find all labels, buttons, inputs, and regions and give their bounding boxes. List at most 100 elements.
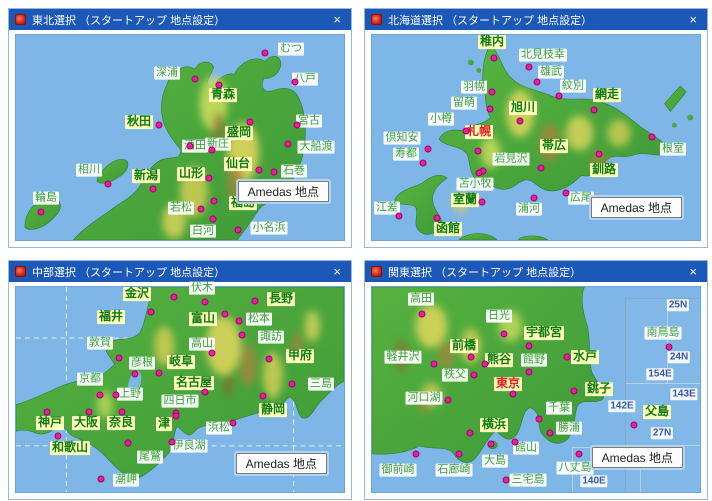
city-label[interactable]: 水戸 — [570, 349, 600, 364]
station-dot[interactable] — [478, 198, 486, 206]
city-label[interactable]: 深浦 — [154, 66, 180, 80]
city-label[interactable]: 白河 — [190, 224, 216, 238]
coordinate-label[interactable]: 27N — [650, 427, 674, 439]
city-label[interactable]: 北見枝幸 — [519, 48, 567, 62]
city-label[interactable]: 新潟 — [131, 168, 161, 183]
station-dot[interactable] — [288, 380, 296, 388]
city-label[interactable]: 留萌 — [451, 96, 477, 110]
station-dot[interactable] — [255, 166, 263, 174]
station-dot[interactable] — [112, 391, 120, 399]
city-label[interactable]: 高山 — [189, 337, 215, 351]
city-label[interactable]: 小名浜 — [250, 221, 288, 235]
city-label[interactable]: 上野 — [117, 387, 143, 401]
coordinate-label[interactable]: 140E — [580, 475, 608, 487]
coordinate-label[interactable]: 154E — [646, 368, 674, 380]
station-dot[interactable] — [481, 360, 489, 368]
station-dot[interactable] — [265, 355, 273, 363]
station-dot[interactable] — [412, 450, 420, 458]
station-dot[interactable] — [395, 212, 403, 220]
station-dot[interactable] — [535, 415, 543, 423]
station-dot[interactable] — [124, 439, 132, 447]
city-label[interactable]: むつ — [278, 42, 304, 56]
city-label[interactable]: 青森 — [208, 87, 238, 102]
city-label[interactable]: 倶知安 — [383, 131, 421, 145]
city-label[interactable]: 函館 — [433, 221, 463, 236]
city-label[interactable]: 前橋 — [449, 338, 479, 353]
city-label[interactable]: 雄武 — [538, 65, 564, 79]
city-label[interactable]: 小樽 — [428, 112, 454, 126]
titlebar[interactable]: 中部選択 （スタートアップ 地点設定） × — [9, 261, 351, 282]
city-label[interactable]: 東京 — [493, 376, 523, 391]
city-label[interactable]: 山形 — [176, 166, 206, 181]
close-icon[interactable]: × — [689, 12, 697, 27]
city-label[interactable]: 奈良 — [106, 415, 136, 430]
station-dot[interactable] — [221, 310, 229, 318]
city-label[interactable]: 名古屋 — [173, 375, 215, 390]
station-dot[interactable] — [115, 354, 123, 362]
station-dot[interactable] — [54, 432, 62, 440]
city-label[interactable]: 熊谷 — [484, 352, 514, 367]
amedas-button[interactable]: Amedas 地点 — [235, 453, 327, 474]
city-label[interactable]: 輪島 — [33, 191, 59, 205]
city-label[interactable]: 石巻 — [281, 164, 307, 178]
station-dot[interactable] — [261, 49, 269, 57]
station-dot[interactable] — [205, 174, 213, 182]
city-label[interactable]: 銚子 — [584, 381, 614, 396]
city-label[interactable]: 根室 — [660, 142, 686, 156]
city-label[interactable]: 潮岬 — [113, 473, 139, 487]
close-icon[interactable]: × — [333, 12, 341, 27]
station-dot[interactable] — [170, 293, 178, 301]
city-label[interactable]: 苫小牧 — [456, 177, 494, 191]
station-dot[interactable] — [502, 476, 510, 484]
station-dot[interactable] — [270, 168, 278, 176]
station-dot[interactable] — [562, 189, 570, 197]
station-dot[interactable] — [201, 388, 209, 396]
city-label[interactable]: 神戸 — [35, 415, 65, 430]
station-dot[interactable] — [201, 298, 209, 306]
station-dot[interactable] — [444, 396, 452, 404]
station-dot[interactable] — [665, 343, 673, 351]
titlebar[interactable]: 東北選択 （スタートアップ 地点設定） × — [9, 9, 351, 30]
station-dot[interactable] — [284, 140, 292, 148]
titlebar[interactable]: 関東選択 （スタートアップ 地点設定） × — [365, 261, 707, 282]
close-icon[interactable]: × — [689, 264, 697, 279]
station-dot[interactable] — [467, 353, 475, 361]
city-label[interactable]: 松本 — [246, 312, 272, 326]
city-label[interactable]: 千葉 — [546, 401, 572, 415]
station-dot[interactable] — [238, 331, 246, 339]
station-dot[interactable] — [475, 169, 483, 177]
city-label[interactable]: 宮古 — [296, 114, 322, 128]
city-label[interactable]: 秋田 — [124, 114, 154, 129]
station-dot[interactable] — [595, 150, 603, 158]
station-dot[interactable] — [630, 421, 638, 429]
city-label[interactable]: 南鳥島 — [644, 326, 682, 340]
station-dot[interactable] — [197, 205, 205, 213]
city-label[interactable]: 八戸 — [292, 72, 318, 86]
city-label[interactable]: 釧路 — [589, 162, 619, 177]
station-dot[interactable] — [168, 438, 176, 446]
station-dot[interactable] — [291, 78, 299, 86]
station-dot[interactable] — [462, 127, 470, 135]
station-dot[interactable] — [533, 78, 541, 86]
station-dot[interactable] — [525, 63, 533, 71]
city-label[interactable]: 仙台 — [223, 156, 253, 171]
station-dot[interactable] — [570, 387, 578, 395]
city-label[interactable]: 静岡 — [258, 402, 288, 417]
station-dot[interactable] — [293, 121, 301, 129]
city-label[interactable]: 津 — [155, 416, 173, 431]
station-dot[interactable] — [96, 391, 104, 399]
city-label[interactable]: 相川 — [76, 163, 102, 177]
city-label[interactable]: 宇都宮 — [523, 325, 565, 340]
city-label[interactable]: 館野 — [521, 353, 547, 367]
city-label[interactable]: 大島 — [482, 454, 508, 468]
station-dot[interactable] — [149, 185, 157, 193]
station-dot[interactable] — [490, 54, 498, 62]
station-dot[interactable] — [191, 75, 199, 83]
station-dot[interactable] — [208, 146, 216, 154]
coordinate-label[interactable]: 143E — [670, 388, 698, 400]
city-label[interactable]: 大船渡 — [297, 140, 335, 154]
station-dot[interactable] — [155, 369, 163, 377]
coordinate-label[interactable]: 25N — [666, 299, 690, 311]
station-dot[interactable] — [466, 429, 474, 437]
station-dot[interactable] — [97, 475, 105, 483]
